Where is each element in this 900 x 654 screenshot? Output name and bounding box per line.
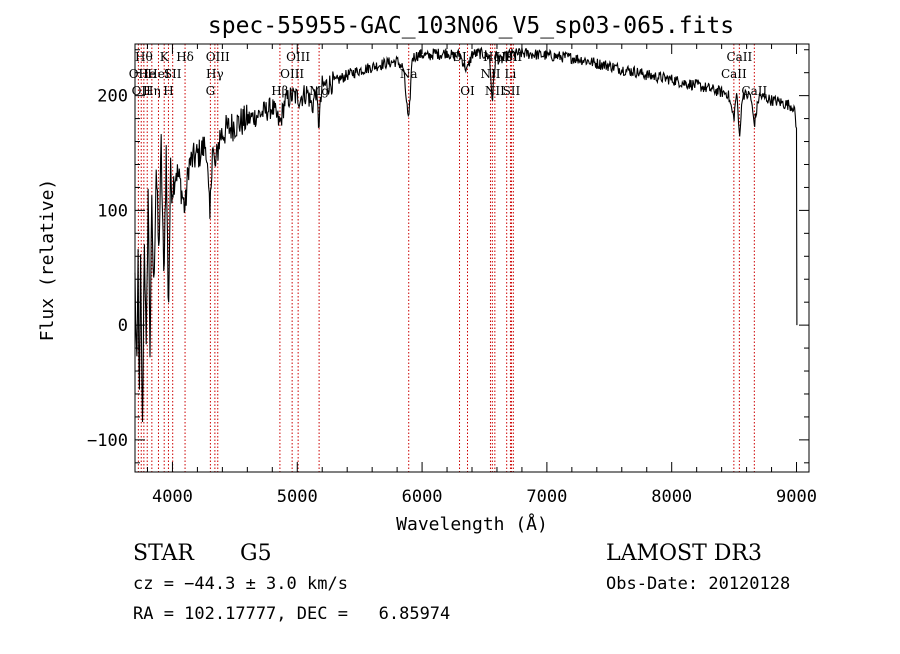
marker-label-0: OII — [129, 67, 149, 81]
y-axis-label: Flux (relative) — [37, 179, 58, 342]
marker-label-3: He — [138, 67, 156, 81]
survey-name: LAMOST DR3 — [606, 541, 762, 566]
marker-label-6: K — [160, 50, 170, 64]
x-tick-label-1: 5000 — [277, 487, 318, 507]
marker-label-14: OIII — [280, 67, 304, 81]
marker-label-27: CaII — [721, 67, 747, 81]
object-class: STAR — [133, 541, 195, 566]
spectral-line-labels: OII OII Hθ He Hη HeI K H SII Hδ G Hγ OIII Hβ OIII OIII M… — [129, 50, 768, 98]
marker-label-24: Li — [505, 67, 517, 81]
x-tick-label-5: 9000 — [776, 487, 817, 507]
axis-ticks: 4000 5000 6000 7000 8000 9000 −100 0 100 200 — [87, 44, 817, 507]
observation-date: Obs-Date: 20120128 — [606, 574, 790, 594]
marker-label-11: Hγ — [206, 67, 224, 81]
spectrum-line — [134, 46, 798, 423]
y-tick-label-2: 100 — [97, 201, 128, 221]
coordinates-readout: RA = 102.17777, DEC = 6.85974 — [133, 604, 450, 624]
marker-label-9: Hδ — [176, 50, 194, 64]
marker-label-4: Hη — [143, 84, 161, 98]
marker-label-22: NII — [485, 84, 505, 98]
spectral-subclass: G5 — [240, 541, 272, 566]
marker-label-2: Hθ — [135, 50, 153, 64]
y-tick-label-0: −100 — [87, 431, 128, 451]
redshift-readout: cz = −44.3 ± 3.0 km/s — [133, 574, 348, 594]
x-axis-label: Wavelength (Å) — [396, 513, 548, 535]
x-tick-label-0: 4000 — [152, 487, 193, 507]
marker-label-25: SII — [503, 84, 521, 98]
marker-label-8: SII — [164, 67, 182, 81]
marker-label-28: CaII — [726, 50, 752, 64]
marker-label-1: OII — [132, 84, 152, 98]
x-tick-label-2: 6000 — [402, 487, 443, 507]
plot-frame — [134, 43, 810, 473]
y-tick-label-3: 200 — [97, 87, 128, 107]
marker-label-10: G — [206, 84, 216, 98]
marker-label-17: Na — [400, 67, 418, 81]
marker-label-19: OI — [460, 84, 475, 98]
y-tick-label-1: 0 — [118, 316, 128, 336]
chart-title: spec-55955-GAC_103N06_V5_sp03-065.fits — [208, 13, 734, 39]
marker-label-16: Mg — [309, 84, 329, 98]
x-tick-label-3: 7000 — [526, 487, 567, 507]
marker-label-15: OIII — [286, 50, 310, 64]
spectral-line-markers — [137, 44, 755, 472]
marker-label-12: OIII — [206, 50, 230, 64]
marker-label-5: HeI — [147, 67, 170, 81]
marker-label-13: Hβ — [271, 84, 288, 98]
x-tick-label-4: 8000 — [651, 487, 692, 507]
marker-label-7: H — [163, 84, 173, 98]
